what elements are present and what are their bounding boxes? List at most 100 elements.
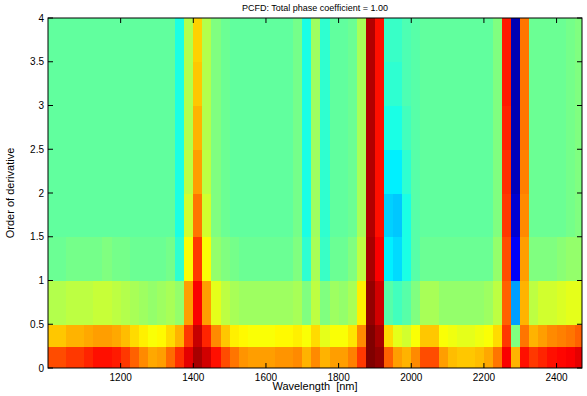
cell xyxy=(157,18,167,62)
cell xyxy=(357,62,367,106)
cell xyxy=(529,193,539,237)
x-tick xyxy=(483,18,484,23)
cell xyxy=(429,281,439,325)
x-tick xyxy=(411,363,412,368)
cell xyxy=(566,149,576,193)
cell xyxy=(211,281,221,325)
cell xyxy=(475,18,485,62)
cell xyxy=(175,193,185,237)
cell xyxy=(411,193,421,237)
cell xyxy=(339,324,349,346)
cell xyxy=(411,281,421,325)
cell xyxy=(230,62,240,106)
cell xyxy=(121,193,131,237)
cell xyxy=(239,106,249,150)
cell xyxy=(202,281,212,325)
cell xyxy=(266,106,276,150)
cell xyxy=(402,18,412,62)
cell xyxy=(457,346,467,368)
y-tick-label: 3 xyxy=(38,100,44,111)
cell xyxy=(502,106,512,150)
x-tick xyxy=(338,18,339,23)
cell xyxy=(75,193,85,237)
cell xyxy=(475,106,485,150)
cell xyxy=(293,324,303,346)
cell xyxy=(166,18,176,62)
cell xyxy=(457,149,467,193)
cell xyxy=(502,346,512,368)
cell xyxy=(166,237,176,281)
cell xyxy=(420,237,430,281)
cell xyxy=(557,106,567,150)
cell xyxy=(411,18,421,62)
cell xyxy=(75,149,85,193)
cell xyxy=(402,346,412,368)
cell xyxy=(121,62,131,106)
cell xyxy=(448,149,458,193)
x-tick-label: 1400 xyxy=(182,372,205,383)
y-tick xyxy=(577,236,582,237)
cell xyxy=(511,346,521,368)
y-tick-label: 0 xyxy=(38,363,44,374)
cell xyxy=(439,106,449,150)
cell xyxy=(511,324,521,346)
cell xyxy=(538,237,548,281)
cell xyxy=(420,346,430,368)
x-tick xyxy=(556,18,557,23)
cell xyxy=(84,193,94,237)
cell xyxy=(48,106,58,150)
cell xyxy=(66,62,76,106)
cell xyxy=(520,149,530,193)
cell xyxy=(121,324,131,346)
cell xyxy=(429,193,439,237)
cell xyxy=(475,281,485,325)
cell xyxy=(211,106,221,150)
cell xyxy=(121,149,131,193)
cell xyxy=(402,281,412,325)
cell xyxy=(339,149,349,193)
cell xyxy=(357,18,367,62)
cell xyxy=(139,281,149,325)
cell xyxy=(502,324,512,346)
cell xyxy=(348,149,358,193)
cell xyxy=(166,149,176,193)
cell xyxy=(457,281,467,325)
cell xyxy=(502,149,512,193)
cell xyxy=(284,18,294,62)
y-tick xyxy=(48,280,53,281)
cell xyxy=(348,193,358,237)
x-axis-title: Wavelength [nm] xyxy=(272,380,357,392)
x-tick xyxy=(483,363,484,368)
cell xyxy=(411,237,421,281)
cell xyxy=(357,346,367,368)
cell xyxy=(484,281,494,325)
cell xyxy=(184,237,194,281)
cell xyxy=(448,18,458,62)
cell xyxy=(221,346,231,368)
cell xyxy=(93,106,103,150)
cell xyxy=(557,346,567,368)
y-tick-label: 4 xyxy=(38,13,44,24)
cell xyxy=(275,106,285,150)
cell xyxy=(393,324,403,346)
cell xyxy=(457,324,467,346)
cell xyxy=(538,62,548,106)
cell xyxy=(302,62,312,106)
cell xyxy=(575,346,582,368)
cell xyxy=(230,281,240,325)
cell xyxy=(130,18,140,62)
cell xyxy=(48,281,58,325)
cell xyxy=(112,62,122,106)
y-tick-label: 2 xyxy=(38,188,44,199)
cell xyxy=(357,149,367,193)
cell xyxy=(193,193,203,237)
cell xyxy=(211,324,221,346)
cell xyxy=(366,324,376,346)
cell xyxy=(130,62,140,106)
cell xyxy=(211,18,221,62)
cell xyxy=(193,149,203,193)
cell xyxy=(384,193,394,237)
cell xyxy=(429,18,439,62)
cell xyxy=(121,18,131,62)
cell xyxy=(448,346,458,368)
